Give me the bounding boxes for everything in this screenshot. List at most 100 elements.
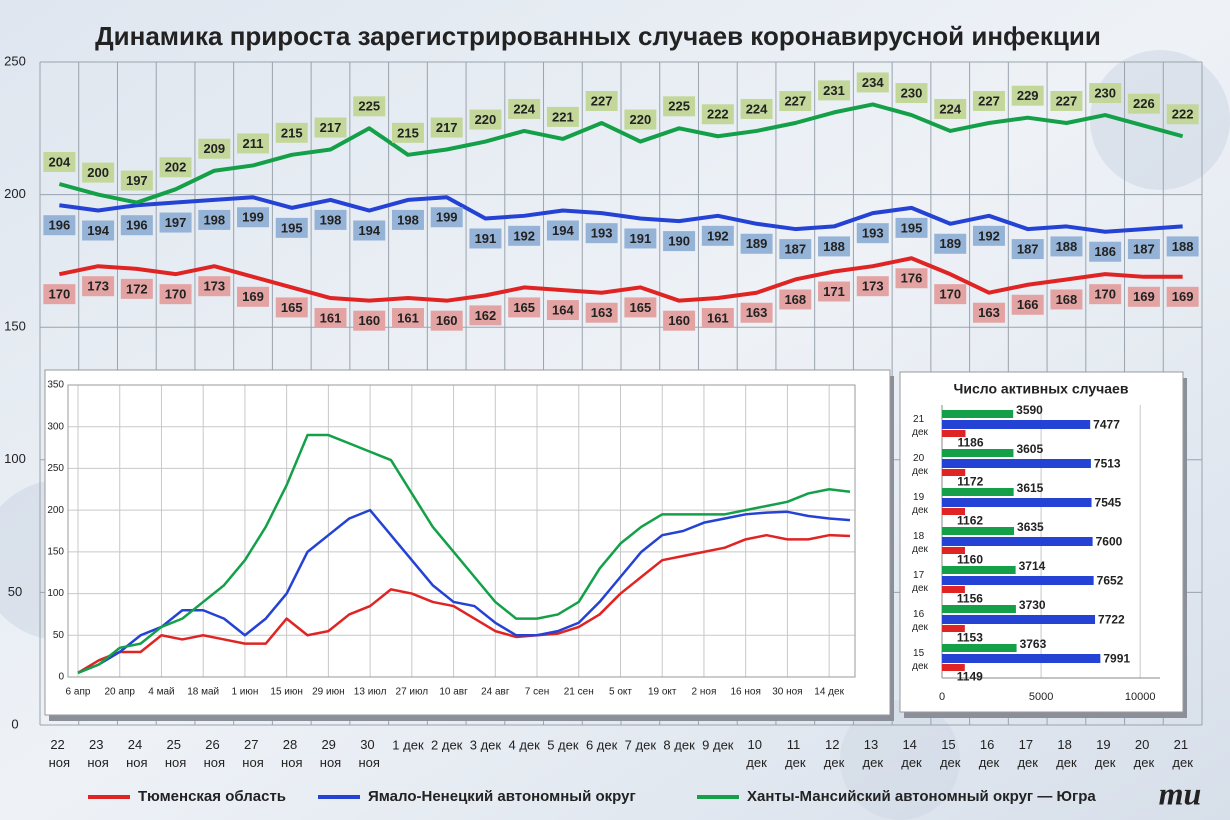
value-label: 194	[552, 223, 574, 238]
value-label-box	[740, 233, 773, 254]
bar	[942, 469, 966, 476]
inset-title: Число активных случаев	[954, 381, 1129, 397]
value-label: 1156	[957, 592, 983, 606]
series-line	[58, 256, 1183, 303]
value-label-box	[237, 286, 270, 307]
value-label: 169	[1133, 289, 1155, 304]
value-label: 224	[513, 101, 535, 116]
value-label: 3590	[1016, 403, 1043, 417]
value-label: 170	[1094, 287, 1116, 302]
y-tick-label: 150	[4, 319, 26, 334]
value-label-box	[1050, 236, 1083, 257]
x-tick-label: 22 ноя	[49, 737, 70, 770]
value-label-box	[1166, 104, 1199, 125]
value-label: 168	[784, 292, 806, 307]
value-label: 3605	[1016, 442, 1043, 456]
value-label: 3615	[1017, 481, 1044, 495]
value-label: 230	[901, 85, 923, 100]
x-tick-label: 10 дек	[746, 737, 767, 770]
y-tick-label: 17 дек	[912, 570, 928, 594]
value-label: 1160	[957, 553, 983, 567]
value-label-box	[275, 297, 308, 318]
value-label-box	[624, 109, 657, 130]
x-tick-label: 18 май	[187, 687, 219, 698]
value-label: 169	[242, 289, 264, 304]
value-label: 7991	[1103, 652, 1130, 666]
value-label: 193	[862, 226, 884, 241]
y-tick-label: 0	[11, 716, 18, 731]
value-label-box	[895, 217, 928, 238]
value-label: 169	[1172, 289, 1194, 304]
x-tick-label: 6 апр	[66, 687, 91, 698]
value-label: 1149	[957, 670, 983, 684]
x-tick-label: 19 дек	[1095, 737, 1116, 770]
value-label: 229	[1017, 88, 1039, 103]
value-label: 222	[1172, 107, 1194, 122]
x-tick-label: 5000	[1029, 691, 1053, 703]
x-tick-label: 21 сен	[564, 687, 594, 698]
legend-label: Ямало-Ненецкий автономный округ	[368, 788, 636, 805]
value-label: 176	[901, 271, 923, 286]
decor	[1090, 50, 1230, 190]
value-label: 172	[126, 281, 148, 296]
value-label: 173	[203, 279, 225, 294]
x-tick-label: 4 май	[148, 687, 174, 698]
value-label-box	[1050, 90, 1083, 111]
x-tick-label: 30 ноя	[359, 737, 380, 770]
value-label-box	[314, 209, 347, 230]
value-label: 209	[203, 141, 225, 156]
y-tick-label: 18 дек	[912, 531, 928, 555]
value-label: 188	[1056, 239, 1078, 254]
value-label: 161	[397, 310, 419, 325]
y-tick-label: 100	[47, 588, 64, 599]
value-label-box	[391, 308, 424, 329]
bar	[942, 537, 1093, 546]
value-label: 202	[165, 160, 187, 175]
x-tick-label: 5 дек	[547, 737, 579, 752]
value-label-box	[1011, 85, 1044, 106]
value-label-box	[198, 276, 231, 297]
bar	[942, 586, 965, 593]
value-label: 215	[281, 125, 303, 140]
value-label: 170	[165, 287, 187, 302]
y-tick-label: 50	[53, 630, 65, 641]
x-tick-label: 14 дек	[901, 737, 922, 770]
value-label: 231	[823, 83, 845, 98]
value-label-box	[895, 268, 928, 289]
value-label: 198	[397, 212, 419, 227]
bar	[942, 488, 1014, 496]
series-line	[77, 433, 851, 674]
value-label-box	[469, 305, 502, 326]
value-label-box	[120, 215, 153, 236]
x-tick-label: 10 авг	[439, 687, 468, 698]
bar	[942, 508, 966, 515]
value-label: 225	[358, 99, 380, 114]
value-label: 194	[358, 223, 380, 238]
value-label: 204	[49, 154, 71, 169]
value-label-box	[740, 302, 773, 323]
value-label: 1153	[957, 631, 983, 645]
value-label: 1162	[957, 514, 983, 528]
value-label-box	[43, 284, 76, 305]
x-tick-label: 19 окт	[648, 687, 677, 698]
value-label-box	[972, 302, 1005, 323]
bar	[942, 527, 1015, 535]
value-label-box	[624, 297, 657, 318]
x-tick-label: 4 дек	[508, 737, 540, 752]
value-label: 191	[630, 231, 652, 246]
value-label-box	[430, 310, 463, 331]
value-label: 161	[320, 310, 342, 325]
value-label: 227	[784, 93, 806, 108]
x-tick-label: 18 дек	[1056, 737, 1077, 770]
value-label: 173	[87, 279, 109, 294]
value-label-box	[508, 297, 541, 318]
series-line	[77, 533, 851, 674]
value-label: 211	[243, 136, 264, 151]
value-label-box	[779, 239, 812, 260]
x-tick-label: 10000	[1125, 691, 1156, 703]
value-label-box	[237, 207, 270, 228]
value-label: 192	[513, 228, 535, 243]
logo: mu	[1159, 775, 1202, 811]
value-label: 3730	[1019, 598, 1046, 612]
